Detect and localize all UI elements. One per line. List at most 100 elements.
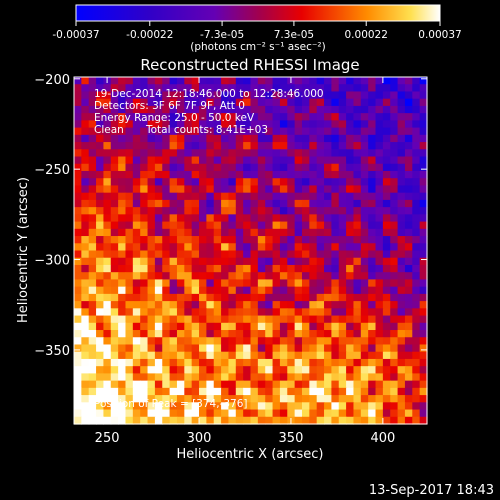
heatmap-cell xyxy=(375,337,384,346)
heatmap-cell xyxy=(81,105,90,114)
heatmap-cell xyxy=(382,337,391,346)
colorbar-tick-label: -0.00022 xyxy=(126,29,173,41)
heatmap-cell xyxy=(81,149,90,158)
heatmap-cell xyxy=(125,344,134,353)
heatmap-cell xyxy=(257,344,266,353)
heatmap-cell xyxy=(213,264,222,273)
heatmap-cell xyxy=(257,185,266,194)
heatmap-cell xyxy=(191,120,200,129)
heatmap-cell xyxy=(360,387,369,396)
heatmap-cell xyxy=(390,127,399,136)
heatmap-cell xyxy=(279,236,288,244)
heatmap-cell xyxy=(235,156,244,165)
heatmap-cell xyxy=(199,344,207,353)
heatmap-cell xyxy=(228,149,237,158)
heatmap-cell xyxy=(404,127,413,136)
heatmap-cell xyxy=(360,185,369,194)
heatmap-cell xyxy=(301,358,310,367)
heatmap-cell xyxy=(316,156,325,165)
heatmap-cell xyxy=(110,149,119,158)
heatmap-cell xyxy=(103,272,112,281)
heatmap-cell xyxy=(360,322,369,331)
heatmap-cell xyxy=(360,330,369,338)
heatmap-cell xyxy=(250,163,259,172)
heatmap-cell xyxy=(147,315,156,324)
heatmap-cell xyxy=(176,178,185,187)
heatmap-cell xyxy=(110,387,119,396)
heatmap-cell xyxy=(221,156,230,165)
heatmap-cell xyxy=(191,91,200,100)
heatmap-cell xyxy=(390,416,399,425)
heatmap-cell xyxy=(390,170,399,179)
heatmap-cell xyxy=(382,221,391,230)
heatmap-cell xyxy=(404,293,413,302)
heatmap-cell xyxy=(338,149,347,158)
heatmap-cell xyxy=(199,236,207,244)
heatmap-cell xyxy=(199,134,207,143)
heatmap-cell xyxy=(88,315,97,324)
heatmap-cell xyxy=(81,134,90,143)
heatmap-cell xyxy=(235,366,244,374)
heatmap-cell xyxy=(228,214,237,223)
heatmap-cell xyxy=(368,293,377,302)
heatmap-cell xyxy=(412,337,421,346)
heatmap-cell xyxy=(412,221,421,230)
heatmap-cell xyxy=(235,221,244,230)
heatmap-cell xyxy=(331,134,340,143)
heatmap-cell xyxy=(250,322,259,331)
heatmap-cell xyxy=(404,337,413,346)
heatmap-cell xyxy=(140,264,149,273)
heatmap-cell xyxy=(419,221,428,230)
heatmap-cell xyxy=(419,199,428,208)
heatmap-cell xyxy=(412,279,421,288)
heatmap-cell xyxy=(154,301,163,309)
heatmap-cell xyxy=(235,228,244,237)
heatmap-cell xyxy=(243,308,252,317)
heatmap-cell xyxy=(103,250,112,259)
heatmap-cell xyxy=(324,105,332,114)
heatmap-cell xyxy=(294,301,303,309)
heatmap-cell xyxy=(162,387,171,396)
heatmap-cell xyxy=(346,134,355,143)
heatmap-cell xyxy=(346,330,355,338)
heatmap-cell xyxy=(316,120,325,129)
heatmap-cell xyxy=(265,264,274,273)
heatmap-cell xyxy=(103,409,112,418)
heatmap-cell xyxy=(257,279,266,288)
heatmap-cell xyxy=(228,250,237,259)
heatmap-cell xyxy=(147,84,156,93)
heatmap-cell xyxy=(221,366,230,374)
heatmap-cell xyxy=(147,199,156,208)
heatmap-cell xyxy=(301,387,310,396)
heatmap-cell xyxy=(154,228,163,237)
heatmap-cell xyxy=(324,416,332,425)
heatmap-cell xyxy=(110,250,119,259)
heatmap-cell xyxy=(81,185,90,194)
colorbar-tick-label: 7.3e-05 xyxy=(274,29,314,41)
heatmap-cell xyxy=(176,120,185,129)
heatmap-cell xyxy=(213,77,222,85)
heatmap-cell xyxy=(103,322,112,331)
heatmap-cell xyxy=(125,199,134,208)
heatmap-cell xyxy=(397,387,406,396)
heatmap-cell xyxy=(272,358,281,367)
heatmap-cell xyxy=(184,409,193,418)
heatmap-cell xyxy=(397,264,406,273)
heatmap-cell xyxy=(191,315,200,324)
heatmap-cell xyxy=(338,301,347,309)
heatmap-cell xyxy=(125,395,134,403)
heatmap-cell xyxy=(360,402,369,411)
heatmap-cell xyxy=(294,84,303,93)
heatmap-cell xyxy=(279,315,288,324)
heatmap-cell xyxy=(368,250,377,259)
heatmap-cell xyxy=(272,77,281,85)
heatmap-cell xyxy=(206,243,215,252)
heatmap-cell xyxy=(191,330,200,338)
heatmap-cell xyxy=(309,221,318,230)
heatmap-cell xyxy=(162,228,171,237)
heatmap-cell xyxy=(176,113,185,121)
heatmap-cell xyxy=(346,228,355,237)
heatmap-cell xyxy=(287,380,296,389)
heatmap-cell xyxy=(96,170,105,179)
heatmap-cell xyxy=(243,344,252,353)
